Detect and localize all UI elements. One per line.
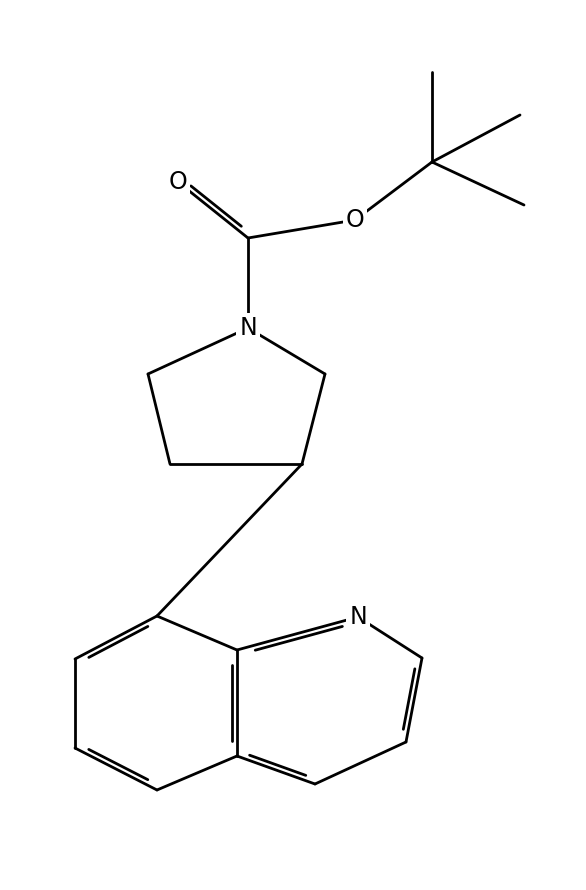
Text: O: O (346, 208, 364, 232)
Text: O: O (169, 170, 188, 194)
Text: N: N (239, 316, 257, 340)
Text: N: N (349, 605, 367, 629)
